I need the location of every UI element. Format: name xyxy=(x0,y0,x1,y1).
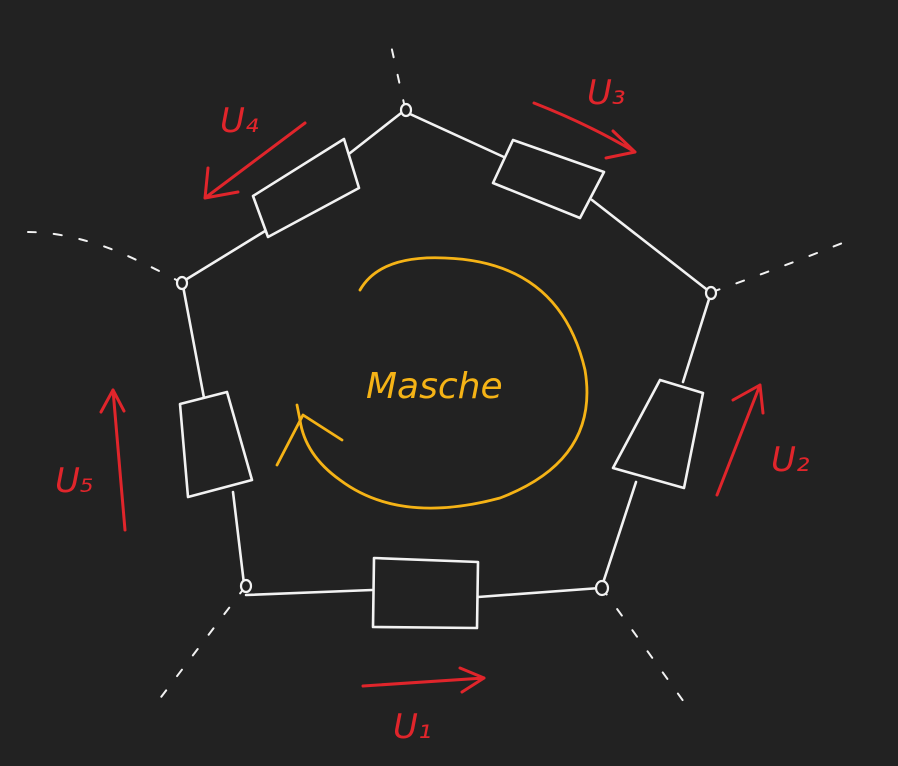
mesh-wires xyxy=(180,108,712,599)
resistor-r5 xyxy=(178,390,254,499)
node-bottom-right xyxy=(594,579,610,597)
u2-arrow xyxy=(715,383,765,497)
mesh-arrow-head xyxy=(275,413,344,467)
wire-r3-to-right xyxy=(590,198,712,294)
branch-top xyxy=(387,31,406,109)
u5-label: U₅ xyxy=(55,461,94,501)
resistor-r3 xyxy=(491,138,606,220)
node-bottom-left xyxy=(239,578,253,594)
mesh-circulation-path xyxy=(295,256,589,510)
resistor-r2 xyxy=(611,378,705,490)
u2-label: U₂ xyxy=(771,440,810,480)
wire-r5-to-left xyxy=(181,284,206,400)
resistor-r1 xyxy=(371,556,480,630)
u1-arrow xyxy=(361,666,486,694)
u5-arrow xyxy=(99,388,127,532)
resistors xyxy=(178,137,705,630)
wire-top-to-r4 xyxy=(343,108,407,159)
mesh-arrow: Masche xyxy=(275,256,589,510)
wire-right-to-r2 xyxy=(681,294,712,384)
node-top xyxy=(399,102,413,118)
wire-bottomright-to-r1 xyxy=(476,586,602,599)
branch-bottom-right xyxy=(601,587,685,703)
branch-left xyxy=(27,231,183,284)
u3-label: U₃ xyxy=(587,73,626,113)
wire-r2-to-bottomright xyxy=(600,480,638,588)
node-right xyxy=(704,285,718,301)
u3-arrow xyxy=(532,101,637,160)
wire-r1-to-bottomleft xyxy=(244,588,374,597)
u4-label: U₄ xyxy=(220,101,259,141)
branch-right xyxy=(711,237,856,293)
voltage-arrows: U₄ U₃ U₂ U₁ U₅ xyxy=(55,73,810,747)
u1-label: U₁ xyxy=(393,707,432,747)
wire-top-to-r3 xyxy=(408,112,508,160)
wire-bottomleft-to-r5 xyxy=(231,490,246,586)
u4-arrow xyxy=(203,121,307,200)
branch-bottom-left xyxy=(154,586,246,706)
mesh-label: Masche xyxy=(366,366,503,407)
wire-r4-to-left xyxy=(180,226,272,284)
node-left xyxy=(175,275,189,291)
external-branches xyxy=(27,31,856,706)
resistor-r4 xyxy=(251,137,361,239)
nodes xyxy=(175,102,718,597)
